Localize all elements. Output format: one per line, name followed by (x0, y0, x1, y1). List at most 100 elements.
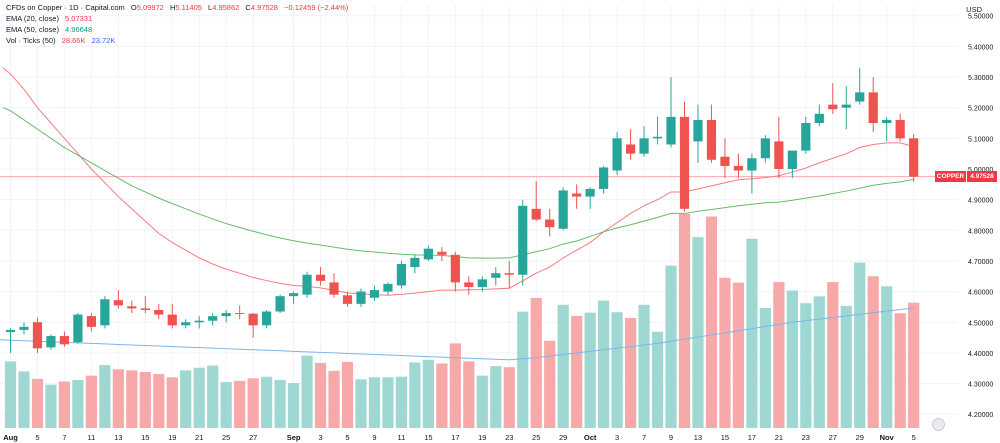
legend-ema50-row[interactable]: EMA (50, close) 4.96648 (6, 24, 348, 35)
legend-volume-row[interactable]: Vol · Ticks (50) 28.66K 23.72K (6, 35, 348, 46)
candle-body (248, 313, 258, 326)
candle-body (706, 119, 717, 160)
close-label: C (245, 3, 251, 12)
candle-body (679, 116, 690, 209)
time-tick-label: 27 (249, 433, 257, 442)
candle-body (693, 119, 703, 142)
ema50-line (2, 107, 914, 259)
legend-ema20-row[interactable]: EMA (20, close) 5.07331 (6, 13, 348, 24)
time-tick-label: 21 (195, 433, 203, 442)
candle-body (747, 158, 757, 171)
volume-bar (827, 282, 839, 428)
volume-bar (422, 359, 434, 428)
volume-bar (341, 361, 354, 428)
candle-body (599, 167, 609, 189)
volume-bar (382, 377, 394, 428)
price-tick-label: 5.00000 (968, 167, 993, 174)
high-value: 5.11405 (175, 3, 202, 12)
time-tick-label: 5 (35, 433, 39, 442)
volume-bar (153, 374, 165, 428)
chart-legend: CFDs on Copper · 1D · Capital.com O5.099… (6, 2, 348, 46)
volume-bar (881, 286, 893, 428)
volume-bar (409, 362, 421, 428)
candle-body (612, 138, 622, 171)
candle-body (855, 92, 865, 102)
candles (5, 67, 919, 353)
volume-bar (18, 371, 30, 428)
time-axis: Aug 5 7 11 13 15 19 21 25 27 Sep 3 5 9 11 15 17 19 23 25 29 O… (3, 433, 916, 442)
candle-body (558, 190, 568, 229)
price-tick-label: 4.40000 (968, 351, 993, 358)
volume-bar (773, 282, 785, 428)
volume-bar (436, 363, 448, 428)
price-tick-label: 5.50000 (968, 14, 993, 21)
volume-bar (840, 305, 852, 428)
price-tick-label: 4.90000 (968, 198, 993, 205)
change-value: −0.12459 (−2.44%) (284, 3, 349, 12)
volume-bar (31, 378, 44, 428)
candle-body (477, 279, 487, 287)
time-tick-label: 19 (168, 433, 176, 442)
time-tick-label: Nov (880, 433, 895, 442)
candle-body (450, 254, 460, 283)
candle-body (733, 165, 744, 171)
volume-bar (45, 384, 57, 428)
volume-bar (503, 367, 515, 428)
volume-bar (314, 362, 327, 428)
volume-bar (58, 381, 71, 428)
candle-body (127, 306, 137, 309)
candle-body (275, 296, 285, 312)
volume-bar (166, 377, 178, 428)
price-tick-label: 4.70000 (968, 259, 993, 266)
time-tick-label: 5 (345, 433, 349, 442)
volume-bar (4, 361, 17, 428)
volume-bar (287, 383, 300, 428)
volume-bar (247, 378, 259, 428)
volume-bar (786, 290, 798, 428)
volume-bar (193, 367, 205, 428)
time-tick-label: 11 (398, 433, 406, 442)
volume-bar (759, 307, 771, 428)
volume-bars (4, 213, 920, 428)
price-tick-label: 4.80000 (968, 228, 993, 235)
candle-body (720, 156, 730, 166)
candle-body (545, 219, 555, 228)
time-tick-label: 15 (721, 433, 729, 442)
price-tick-label: 5.20000 (968, 106, 993, 113)
time-tick-label: 9 (372, 433, 376, 442)
current-price-value-tag: 4.97528 (967, 171, 997, 183)
time-tick-label: Aug (3, 433, 18, 442)
volume-value: 28.66K (61, 36, 86, 45)
volume-bar (692, 237, 704, 428)
candle-body (32, 322, 43, 349)
volume-bar (99, 365, 111, 428)
candle-body (652, 136, 663, 139)
ema20-label: EMA (20, close) (6, 14, 59, 23)
candle-body (504, 273, 514, 275)
candle-body (5, 329, 16, 333)
volume-bar (638, 304, 650, 428)
volume-bar (719, 277, 731, 428)
time-tick-label: 29 (856, 433, 864, 442)
time-tick-label: 7 (62, 433, 66, 442)
candle-body (140, 308, 150, 310)
currency-label[interactable]: USD (966, 5, 982, 14)
us-flag-icon[interactable] (932, 418, 945, 431)
time-tick-label: 27 (829, 433, 837, 442)
symbol-title[interactable]: CFDs on Copper · 1D · Capital.com (6, 3, 125, 12)
volume-bar (449, 343, 461, 428)
candle-body (383, 283, 393, 292)
candle-body (369, 290, 380, 298)
volume-bar (85, 375, 97, 428)
time-tick-label: 23 (802, 433, 810, 442)
volume-bar (571, 315, 583, 428)
volume-bar (126, 370, 138, 428)
current-price-symbol-tag: COPPER (935, 171, 966, 183)
candle-body (59, 336, 70, 345)
candle-body (639, 138, 649, 154)
candle-body (787, 150, 797, 169)
candle-body (410, 257, 420, 268)
candle-body (437, 251, 447, 255)
candle-body (167, 314, 177, 326)
